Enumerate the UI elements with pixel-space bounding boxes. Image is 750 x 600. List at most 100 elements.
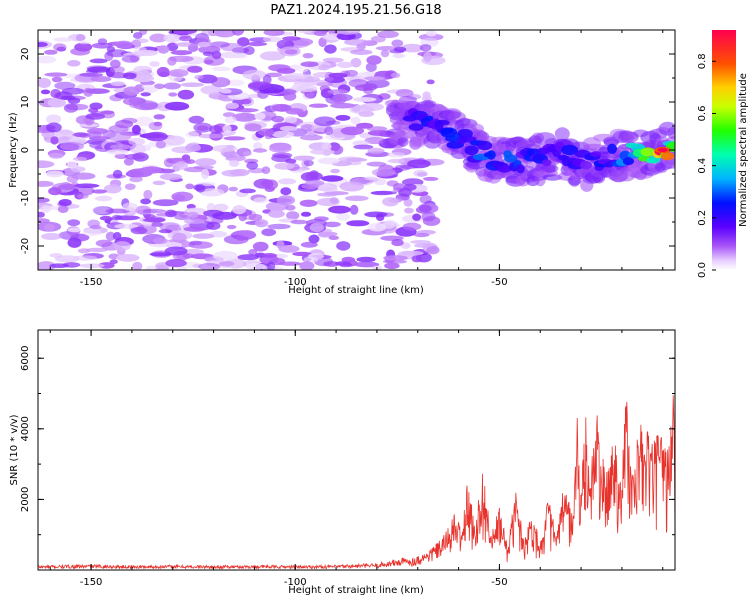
heatmap-noise-cell [92,206,110,215]
heatmap-noise-cell [402,222,422,231]
heatmap-noise-cell [47,97,66,108]
heatmap-noise-cell [67,219,81,227]
heatmap-noise-cell [213,203,229,212]
heatmap-noise-cell [407,159,431,169]
heatmap-signal-cell [434,119,450,126]
heatmap-signal-cell [640,147,656,157]
heatmap-noise-cell [132,124,141,135]
heatmap-noise-cell [212,66,231,72]
heatmap-noise-cell [44,72,68,77]
heatmap-noise-cell [57,205,69,213]
heatmap-noise-cell [171,191,194,202]
heatmap-noise-cell [46,114,62,124]
snr-x-tick-label: -50 [491,577,507,588]
heatmap-noise-cell [375,46,398,51]
heatmap-x-tick-label: -150 [80,277,103,288]
heatmap-noise-cell [67,161,77,169]
heatmap-noise-cell [105,208,130,214]
heatmap-noise-cell [133,49,159,57]
heatmap-noise-cell [106,149,129,155]
heatmap-noise-cell [307,253,324,260]
heatmap-noise-cell [242,69,266,80]
heatmap-noise-cell [72,132,89,137]
heatmap-noise-cell [123,72,137,80]
heatmap-y-tick-label: -10 [20,190,31,206]
heatmap-noise-cell [419,194,432,204]
heatmap-noise-cell [384,262,400,270]
heatmap-noise-cell [364,176,378,181]
heatmap-noise-cell [142,208,167,214]
heatmap-signal-cell [497,165,512,173]
heatmap-noise-cell [85,247,108,253]
heatmap-noise-cell [340,126,365,136]
heatmap-noise-cell [183,166,207,173]
heatmap-noise-cell [73,156,87,162]
heatmap-noise-cell [272,130,295,139]
snr-y-tick-label: 6000 [20,346,31,371]
heatmap-noise-cell [283,91,297,101]
heatmap-noise-cell [224,116,237,124]
heatmap-signal-cell [477,140,493,151]
snr-x-label: Height of straight line (km) [288,585,424,596]
heatmap-noise-cell [243,46,255,55]
heatmap-noise-cell [422,91,431,100]
heatmap-signal-cell [516,164,525,174]
heatmap-noise-cell [164,209,177,218]
heatmap-noise-cell [274,162,295,170]
heatmap-noise-cell [66,175,79,183]
heatmap-noise-cell [133,38,149,44]
heatmap-noise-cell [176,267,188,270]
heatmap-noise-cell [87,66,111,73]
heatmap-noise-cell [195,158,217,167]
heatmap-noise-cell [280,187,292,196]
snr-y-label: SNR (10 * v/v) [9,414,20,485]
heatmap-noise-cell [266,261,276,270]
heatmap-noise-cell [353,144,374,150]
heatmap-noise-cell [199,188,225,197]
heatmap-noise-cell [49,152,64,159]
heatmap-noise-cell [79,263,105,269]
heatmap-noise-cell [356,122,374,129]
heatmap-noise-cell [113,241,131,251]
heatmap-noise-cell [395,89,414,98]
heatmap-noise-cell [425,30,437,37]
heatmap-noise-cell [187,65,203,73]
heatmap-noise-cell [223,150,238,158]
heatmap-noise-cell [350,116,361,125]
heatmap-noise-cell [229,168,250,177]
heatmap-noise-cell [38,261,56,270]
heatmap-noise-cell [179,211,189,219]
heatmap-x-label: Height of straight line (km) [288,285,424,296]
heatmap-noise-cell [88,136,111,141]
heatmap-noise-cell [244,123,262,132]
heatmap-noise-cell [78,40,90,45]
heatmap-noise-cell [391,239,404,247]
heatmap-noise-cell [344,69,358,77]
chart-title: PAZ1.2024.195.21.56.G18 [270,3,441,18]
heatmap-noise-cell [143,189,153,200]
heatmap-noise-cell [123,158,134,166]
heatmap-noise-cell [364,211,388,218]
heatmap-noise-cell [83,228,102,237]
colorbar-tick-label: 0.2 [697,210,708,226]
heatmap-noise-cell [164,135,186,146]
heatmap-noise-cell [209,41,230,48]
heatmap-noise-cell [89,58,108,64]
heatmap-noise-cell [309,170,319,180]
heatmap-noise-cell [44,49,58,55]
heatmap-noise-cell [346,220,370,227]
heatmap-noise-cell [418,204,432,213]
heatmap-noise-cell [310,149,335,155]
heatmap-noise-cell [194,74,204,80]
heatmap-y-label: Frequency (Hz) [8,112,19,188]
heatmap-noise-cell [354,261,380,268]
heatmap-noise-cell [164,101,190,111]
heatmap-noise-cell [271,103,292,112]
heatmap-noise-cell [83,87,94,97]
heatmap-noise-cell [245,263,266,270]
heatmap-noise-cell [38,211,45,218]
heatmap-noise-cell [153,121,163,127]
heatmap-noise-cell [95,195,112,202]
heatmap-noise-cell [349,105,375,115]
heatmap-noise-cell [99,215,113,221]
